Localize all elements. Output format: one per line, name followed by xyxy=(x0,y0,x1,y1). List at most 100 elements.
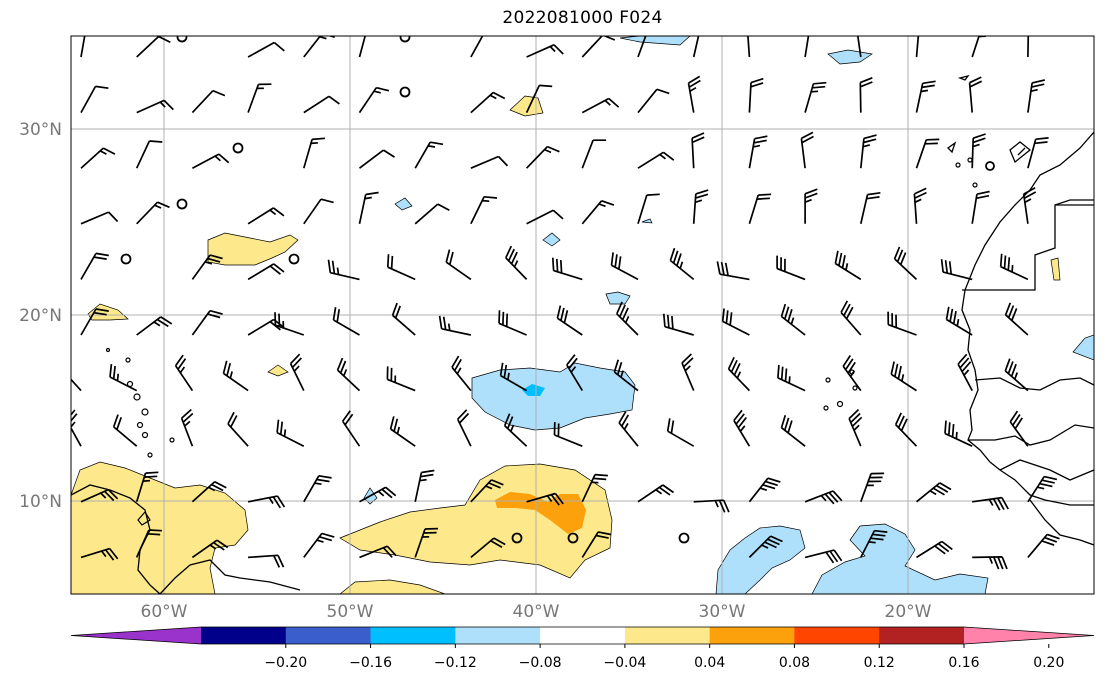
colorbar-bin xyxy=(624,627,711,644)
wind-barb xyxy=(637,88,670,114)
wind-barb xyxy=(71,409,82,447)
wind-barb xyxy=(681,353,695,391)
wind-barb xyxy=(747,36,751,58)
wind-barb xyxy=(359,486,397,503)
map-gridlines xyxy=(71,36,1094,594)
colorbar-bin xyxy=(879,627,965,644)
colorbar-extend-high xyxy=(964,627,1094,644)
wind-barb xyxy=(136,316,173,336)
wind-barb xyxy=(327,259,360,281)
wind-barb xyxy=(470,195,498,225)
wind-barb xyxy=(470,479,504,503)
wind-barb xyxy=(581,139,607,169)
wind-barb xyxy=(944,420,973,447)
colorbar-bin xyxy=(794,627,880,644)
wind-barb xyxy=(135,140,163,169)
wind-barb xyxy=(80,147,116,169)
wind-barb xyxy=(972,556,1008,570)
wind-barb xyxy=(386,254,416,281)
colorbar-bin xyxy=(285,627,372,644)
wind-barb xyxy=(581,473,608,503)
wind-barb xyxy=(780,303,806,336)
colorbar-tick-label: 0.08 xyxy=(779,655,810,671)
wind-barb xyxy=(191,539,229,559)
wind-barb xyxy=(691,132,705,169)
wind-barb xyxy=(505,245,528,280)
wind-barb xyxy=(999,253,1029,281)
wind-barb xyxy=(581,36,616,58)
wind-barb xyxy=(804,36,810,58)
wind-barb xyxy=(692,36,700,58)
latitude-labels: 30°N 20°N 10°N xyxy=(19,120,62,512)
wind-barb xyxy=(1027,79,1045,113)
wind-barb xyxy=(581,199,615,225)
wind-barb xyxy=(276,419,305,447)
wind-barb xyxy=(893,246,918,281)
wind-barb xyxy=(1022,187,1037,224)
wind-barb xyxy=(191,89,226,114)
wind-barb xyxy=(302,137,326,169)
wind-barb xyxy=(135,529,162,558)
wind-barb xyxy=(174,354,194,392)
wind-barb xyxy=(386,366,416,392)
wind-barb xyxy=(566,354,584,392)
wind-barb xyxy=(470,155,509,169)
wind-barb xyxy=(581,531,612,558)
longitude-labels: 60°W 50°W 40°W 30°W 20°W xyxy=(141,602,932,622)
wind-barb xyxy=(748,535,783,559)
wind-barb xyxy=(856,36,862,58)
wind-barb xyxy=(109,364,138,392)
colorbar-tick-label: 0.16 xyxy=(948,655,979,671)
wind-barb xyxy=(80,308,109,336)
wind-barb xyxy=(358,149,395,169)
wind-barb xyxy=(859,191,881,224)
map-frame xyxy=(70,35,1095,595)
wind-barbs xyxy=(71,36,1060,570)
wind-barb xyxy=(526,209,564,225)
lon-label: 50°W xyxy=(327,602,374,622)
colorbar-tick-label: 0.12 xyxy=(864,655,895,671)
wind-barb xyxy=(692,189,709,224)
colorbar-bin xyxy=(201,627,287,644)
wind-barb xyxy=(804,490,843,505)
wind-barb xyxy=(800,131,814,169)
wind-barb xyxy=(112,414,138,447)
wind-barb xyxy=(414,469,435,502)
wind-barb xyxy=(1009,410,1029,447)
wind-barb xyxy=(414,527,439,558)
wind-barb xyxy=(727,356,751,392)
wind-barb xyxy=(1027,137,1049,169)
colorbar-tick-label: 0.04 xyxy=(694,655,725,671)
wind-barb xyxy=(748,477,781,503)
wind-barb xyxy=(971,133,986,169)
wind-barb xyxy=(804,81,827,113)
wind-barb xyxy=(637,151,675,169)
wind-barb xyxy=(180,408,194,447)
wind-barb xyxy=(693,499,730,513)
calm-wind-circles xyxy=(120,36,995,544)
wind-barb xyxy=(247,207,285,225)
wind-barb xyxy=(503,413,528,447)
wind-barb xyxy=(414,141,444,169)
wind-barb xyxy=(551,257,583,281)
wind-barb xyxy=(438,315,472,336)
wind-barb xyxy=(553,421,583,447)
wind-barb xyxy=(136,36,171,58)
colorbar-bin xyxy=(455,627,541,644)
wind-barb xyxy=(303,198,334,225)
wind-barb xyxy=(274,312,305,336)
wind-barb xyxy=(777,364,806,392)
wind-barb xyxy=(957,353,973,391)
wind-barb xyxy=(618,411,639,447)
wind-barb xyxy=(842,355,862,392)
wind-barb xyxy=(303,532,335,558)
wind-barb xyxy=(666,418,695,447)
colorbar-tick-label: −0.08 xyxy=(519,655,562,671)
wind-barb xyxy=(358,191,379,224)
wind-barb xyxy=(556,305,583,336)
wind-barb xyxy=(669,247,695,281)
wind-barb xyxy=(748,135,768,169)
wind-barb xyxy=(860,472,885,503)
colorbar: −0.20 −0.16 −0.12 −0.08 −0.04 0.04 0.08 0.12 0.1… xyxy=(70,626,1095,671)
wind-barb xyxy=(303,36,335,58)
